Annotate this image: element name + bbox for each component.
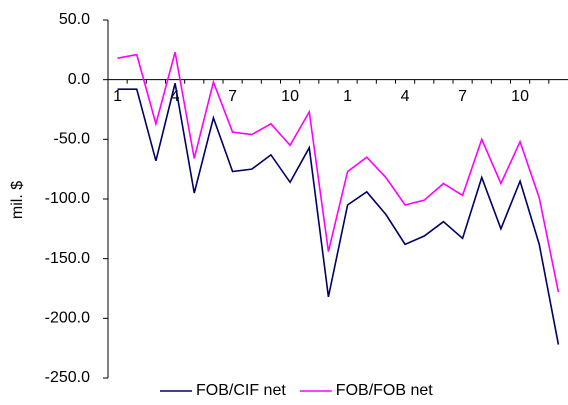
x-tick-label: 1 (343, 88, 352, 105)
x-tick-label: 4 (171, 88, 180, 105)
x-tick-label: 4 (401, 88, 410, 105)
legend-box (155, 381, 525, 400)
x-tick-label: 1 (113, 88, 122, 105)
x-tick-label: 7 (228, 88, 237, 105)
y-tick-label: -50.0 (54, 131, 91, 148)
legend-label: FOB/FOB net (336, 382, 433, 399)
x-tick-label: 10 (281, 88, 299, 105)
y-tick-label: -250.0 (45, 369, 90, 386)
y-tick-label: -200.0 (45, 310, 90, 327)
y-axis-label: mil. $ (9, 181, 26, 219)
y-tick-label: -150.0 (45, 250, 90, 267)
y-tick-label: 50.0 (59, 11, 90, 28)
x-tick-label: 7 (458, 88, 467, 105)
y-tick-label: -100.0 (45, 190, 90, 207)
x-tick-label: 10 (511, 88, 529, 105)
legend-label: FOB/CIF net (196, 382, 286, 399)
line-series (117, 83, 560, 345)
line-series (117, 52, 560, 293)
legend: FOB/CIF net FOB/FOB net (155, 381, 525, 400)
y-tick-label: 0.0 (68, 71, 90, 88)
